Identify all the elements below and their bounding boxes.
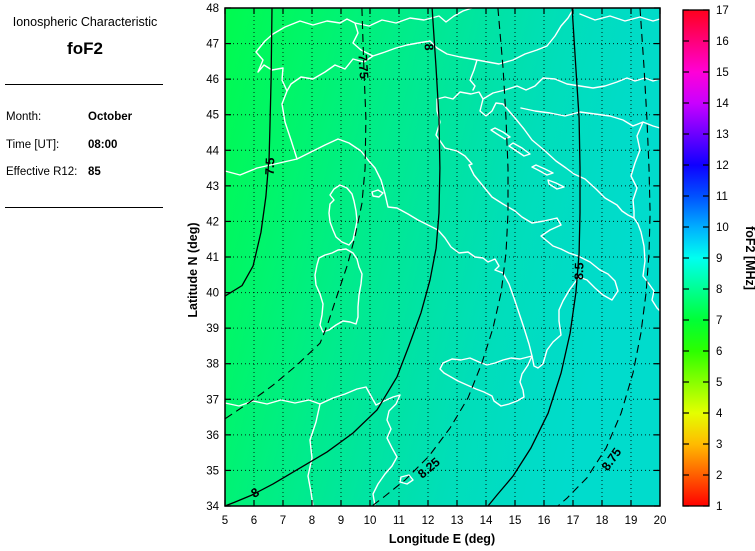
border-alps-balkans (255, 7, 661, 219)
colorbar-tick-label: 8 (716, 284, 722, 296)
x-tick-labels: 5 6 7 8 9 10 11 12 13 14 15 16 17 18 19 20 (222, 515, 667, 527)
r12-value: 85 (88, 166, 101, 178)
colorbar-title: foF2 [MHz] (743, 226, 755, 290)
y-tick-label: 44 (206, 145, 219, 157)
x-tick-label: 13 (451, 515, 464, 527)
divider-bottom (5, 207, 163, 208)
colorbar-tick-label: 3 (716, 439, 722, 451)
map-background (225, 8, 660, 506)
y-tick-label: 46 (206, 74, 219, 86)
y-tick-labels: 34 35 36 37 38 39 40 41 42 43 44 45 46 47 48 (206, 3, 219, 513)
y-tick-label: 40 (206, 288, 219, 300)
colorbar-tick-label: 7 (716, 315, 722, 327)
colorbar-border (682, 9, 710, 507)
y-tick-label: 45 (206, 110, 219, 122)
r12-label: Effective R12: (6, 166, 78, 178)
colorbar-tick-label: 15 (716, 67, 729, 79)
panel-title: Ionospheric Characteristic (12, 15, 158, 29)
colorbar-tick-label: 10 (716, 222, 729, 234)
coastline-north-africa (224, 386, 414, 507)
contour-line-8.75 (557, 7, 651, 507)
x-tick-label: 15 (509, 515, 522, 527)
time-value: 08:00 (88, 139, 118, 151)
y-tick-label: 47 (206, 39, 219, 51)
colorbar-tick-label: 17 (716, 5, 729, 17)
info-panel: Ionospheric Characteristic foF2 Month: O… (0, 0, 170, 551)
contour-label-7.75: 7.75 (355, 54, 371, 79)
x-tick-label: 9 (338, 515, 344, 527)
x-tick-label: 7 (280, 515, 286, 527)
x-tick-label: 19 (625, 515, 638, 527)
x-tick-label: 16 (538, 515, 551, 527)
contour-label-8: 8 (422, 43, 436, 50)
y-tick-label: 41 (206, 252, 219, 264)
x-tick-label: 10 (364, 515, 377, 527)
colorbar-tick-label: 6 (716, 346, 722, 358)
coastlines-and-borders (224, 7, 661, 507)
contour-line-8.25 (371, 7, 509, 507)
colorbar-tick-label: 16 (716, 36, 729, 48)
colorbar-tick-label: 12 (716, 160, 729, 172)
y-tick-label: 38 (206, 359, 219, 371)
y-tick-label: 34 (206, 501, 219, 513)
coastline-corsica (328, 184, 358, 246)
coastline-croatian-islands (490, 127, 565, 190)
colorbar (682, 9, 710, 507)
month-value: October (88, 111, 133, 123)
colorbar-tick-label: 4 (716, 408, 723, 420)
x-tick-label: 6 (251, 515, 257, 527)
coastline-italy-balkans (224, 91, 661, 369)
contour-lines (224, 7, 651, 507)
coastline-sardinia (314, 248, 363, 333)
colorbar-tick-label: 2 (716, 470, 722, 482)
contour-label-8.5: 8.5 (572, 262, 587, 280)
colorbar-tick-label: 9 (716, 253, 722, 265)
x-axis-title: Longitude E (deg) (389, 532, 495, 546)
colorbar-tick-label: 13 (716, 129, 729, 141)
contour-line-7.75 (224, 7, 367, 420)
y-tick-label: 36 (206, 430, 219, 442)
coastline-sicily (439, 355, 533, 407)
x-tick-label: 11 (393, 515, 405, 527)
colorbar-tick-label: 11 (716, 191, 728, 203)
x-tick-label: 8 (309, 515, 315, 527)
x-tick-label: 12 (422, 515, 435, 527)
x-tick-label: 20 (654, 515, 667, 527)
divider-top (5, 84, 163, 85)
y-tick-label: 35 (206, 465, 219, 477)
x-tick-label: 5 (222, 515, 228, 527)
y-tick-label: 39 (206, 323, 219, 335)
colorbar-tick-label: 14 (716, 98, 729, 110)
coastline-elba (371, 189, 384, 198)
plot-border (224, 7, 661, 507)
x-tick-label: 17 (567, 515, 580, 527)
contour-label-7.5: 7.5 (263, 157, 278, 175)
y-axis-title: Latitude N (deg) (186, 222, 200, 317)
x-tick-label: 14 (480, 515, 493, 527)
y-tick-label: 37 (206, 394, 219, 406)
contour-line-8 (224, 7, 441, 507)
y-tick-label: 42 (206, 216, 219, 228)
colorbar-tick-label: 5 (716, 377, 722, 389)
x-tick-label: 18 (596, 515, 609, 527)
colorbar-tick-label: 1 (716, 501, 722, 513)
month-label: Month: (6, 111, 42, 123)
y-tick-label: 48 (206, 3, 219, 15)
contour-line-8.5 (487, 7, 581, 507)
y-tick-label: 43 (206, 181, 219, 193)
time-label: Time [UT]: (6, 139, 60, 151)
characteristic-name: foF2 (67, 39, 103, 58)
contour-line-7.5 (224, 7, 273, 297)
